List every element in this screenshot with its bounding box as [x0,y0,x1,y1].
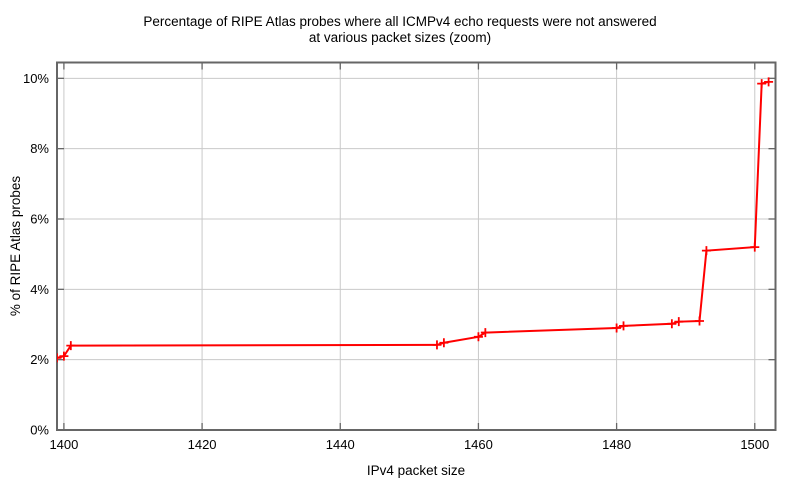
y-tick-label: 6% [30,211,49,226]
x-tick-label: 1400 [49,437,78,452]
x-axis-label: IPv4 packet size [367,463,465,478]
x-tick-label: 1420 [188,437,217,452]
y-tick-label: 2% [30,352,49,367]
y-tick-label: 4% [30,282,49,297]
data-series [57,77,774,363]
x-tick-label: 1440 [326,437,355,452]
data-line [57,80,769,359]
chart-title-line1: Percentage of RIPE Atlas probes where al… [143,14,656,29]
x-tick-label: 1500 [740,437,769,452]
y-tick-label: 0% [30,423,49,438]
x-tick-label: 1480 [602,437,631,452]
y-tick-label: 8% [30,141,49,156]
x-tick-label: 1460 [464,437,493,452]
plot-border [56,61,777,431]
y-tick-label: 10% [23,71,49,86]
y-axis-label: % of RIPE Atlas probes [8,176,23,317]
data-point-markers [57,77,774,363]
chart-title-line2: at various packet sizes (zoom) [309,30,491,45]
